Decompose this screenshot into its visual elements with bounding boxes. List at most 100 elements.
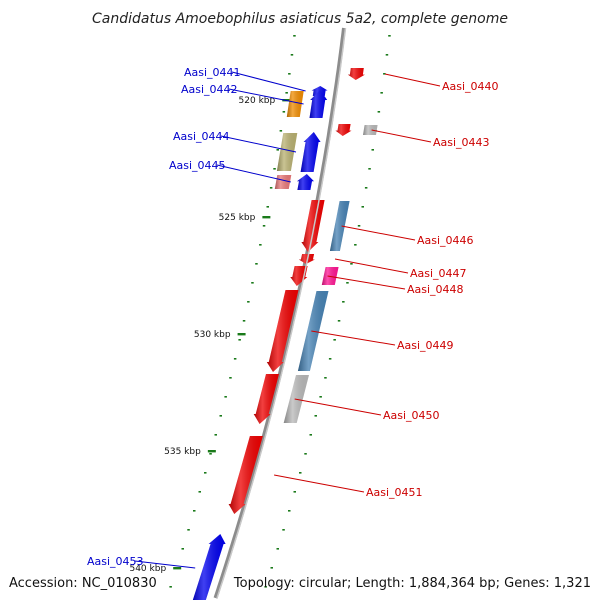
- leader-line: [311, 330, 396, 346]
- guide-dot: [293, 35, 296, 37]
- guide-dot: [214, 434, 217, 436]
- guide-dot: [354, 244, 357, 246]
- cds-arrow: [301, 200, 325, 252]
- cds-arrow: [300, 132, 321, 172]
- guide-dot: [319, 396, 322, 398]
- guide-dot: [169, 586, 172, 588]
- guide-dot: [371, 149, 374, 151]
- cds-arrow: [309, 90, 328, 118]
- gene-label: Aasi_0444: [173, 130, 230, 143]
- leader-line: [228, 88, 304, 105]
- guide-dot: [380, 92, 383, 94]
- gene-label: Aasi_0442: [181, 83, 238, 96]
- leader-line: [341, 225, 416, 241]
- guide-dot: [233, 358, 237, 360]
- scale-tick: 535 kbp: [164, 447, 216, 457]
- gene-label: Aasi_0453: [87, 555, 144, 568]
- leader-line: [334, 258, 409, 274]
- guide-dot: [293, 491, 296, 493]
- guide-dot: [266, 206, 269, 208]
- cds-arrow: [192, 534, 226, 600]
- guide-dot: [269, 187, 273, 189]
- scale-tick: 530 kbp: [194, 330, 246, 340]
- guide-dot: [262, 225, 266, 227]
- guide-dot: [350, 263, 353, 265]
- guide-dot: [385, 54, 389, 56]
- guide-dot: [181, 548, 184, 550]
- guide-dot: [187, 529, 190, 531]
- cog-box: [286, 91, 304, 117]
- guide-dot: [198, 491, 201, 493]
- guide-dot: [288, 73, 291, 75]
- tick-label: 525 kbp: [219, 213, 256, 223]
- gene-label: Aasi_0446: [417, 234, 474, 247]
- guide-dot: [247, 301, 250, 303]
- guide-dot: [364, 187, 368, 189]
- guide-dot: [309, 434, 312, 436]
- guide-dot: [288, 510, 291, 512]
- cog-box: [274, 175, 292, 189]
- gene-label: Aasi_0445: [169, 159, 226, 172]
- gene-label: Aasi_0447: [410, 267, 467, 280]
- guide-dot: [204, 472, 207, 474]
- leader-line: [216, 164, 291, 183]
- gene-label: Aasi_0450: [383, 409, 440, 422]
- guide-dot: [333, 339, 336, 341]
- guide-dot: [264, 586, 267, 588]
- cds-arrow: [297, 174, 314, 190]
- guide-dot: [224, 396, 227, 398]
- guide-dot: [368, 168, 371, 170]
- guide-dot: [193, 510, 196, 512]
- gene-label: Aasi_0440: [442, 80, 499, 93]
- cds-arrow: [228, 436, 263, 514]
- guide-dot: [377, 111, 381, 113]
- guide-dot: [361, 206, 364, 208]
- guide-dot: [357, 225, 361, 227]
- scale-tick: 540 kbp: [129, 564, 182, 574]
- guide-dot: [324, 377, 327, 379]
- tick-label: 530 kbp: [194, 330, 231, 340]
- guide-dot: [299, 472, 302, 474]
- genome-backbone: [213, 27, 346, 599]
- leader-line: [274, 474, 365, 493]
- guide-dot: [282, 529, 285, 531]
- guide-dot: [285, 92, 288, 94]
- cds-arrow: [347, 68, 365, 80]
- guide-dot: [279, 130, 283, 132]
- guide-dot: [238, 339, 241, 341]
- guide-dot: [388, 35, 391, 37]
- leader-line: [231, 71, 306, 92]
- gene-label: Aasi_0448: [407, 283, 464, 296]
- tick-label: 520 kbp: [239, 96, 276, 106]
- guide-dot: [383, 73, 386, 75]
- leader-line: [371, 129, 432, 143]
- guide-dot: [242, 320, 246, 322]
- cds-arrow: [266, 290, 299, 372]
- guide-dot: [290, 54, 294, 56]
- genome-summary-text: Topology: circular; Length: 1,884,364 bp…: [233, 576, 591, 591]
- gene-label: Aasi_0451: [366, 486, 423, 499]
- guide-dot: [273, 168, 276, 170]
- scale-tick: 520 kbp: [239, 96, 291, 106]
- guide-dot: [219, 415, 222, 417]
- cog-box: [276, 133, 298, 171]
- gene-label: Aasi_0443: [433, 136, 490, 149]
- scale-tick: 525 kbp: [219, 213, 271, 223]
- leader-line: [220, 135, 297, 153]
- backbone-highlight: [216, 27, 347, 599]
- tick-label: 540 kbp: [129, 564, 166, 574]
- guide-dot: [304, 453, 307, 455]
- cds-arrow: [253, 374, 279, 424]
- guide-dot: [270, 567, 273, 569]
- leader-line: [384, 73, 441, 87]
- guide-dot: [346, 282, 349, 284]
- guide-dot: [282, 111, 286, 113]
- guide-dot: [229, 377, 232, 379]
- guide-dot: [276, 548, 279, 550]
- cds-arrow: [335, 124, 352, 136]
- guide-dot: [314, 415, 317, 417]
- guide-dot: [209, 453, 212, 455]
- guide-dot: [337, 320, 341, 322]
- gene-features: [192, 68, 378, 600]
